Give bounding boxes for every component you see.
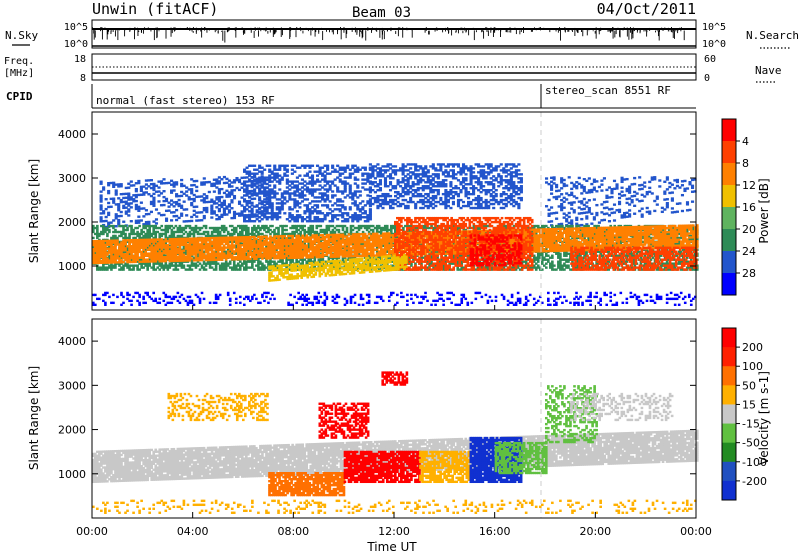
velocity-ytick-label: 2000 (58, 424, 86, 437)
nave-tick-top: 60 (704, 54, 716, 65)
count-tick-top-right: 10^5 (702, 22, 726, 33)
count-tick-top-left: 10^5 (64, 22, 88, 33)
power-heatmap (92, 163, 699, 306)
count-tick-bottom-left: 10^0 (64, 39, 88, 50)
freq-label: Freq. (4, 56, 34, 67)
nsearch-label: N.Search (746, 29, 799, 42)
velocity-panel: 1000 2000 3000 4000 00:00 04:00 08:00 12:00 16:… (27, 305, 771, 554)
station-title: Unwin (fitACF) (92, 0, 218, 18)
power-colorbar-tick: 16 (742, 201, 756, 214)
velocity-colorbar-tick: -15 (742, 418, 760, 431)
power-colorbar-swatch (722, 185, 736, 208)
power-colorbar-tick: 28 (742, 267, 756, 280)
velocity-colorbar-swatch (722, 328, 736, 348)
cpid-panel: CPID normal (fast stereo) 153 RF stereo_… (6, 84, 696, 109)
nave-tick-bottom: 0 (704, 73, 710, 84)
power-colorbar-swatch (722, 251, 736, 274)
velocity-colorbar-swatch (722, 442, 736, 463)
power-colorbar-label: Power [dB] (757, 178, 771, 243)
velocity-colorbar-swatch (722, 480, 736, 501)
power-colorbar-swatch (722, 119, 736, 142)
nsky-label: N.Sky (5, 29, 38, 42)
velocity-colorbar-swatch (722, 385, 736, 405)
velocity-y-ticks: 1000 2000 3000 4000 (58, 335, 696, 481)
velocity-colorbar-tick: -200 (742, 475, 767, 488)
velocity-xtick-label: 00:00 (76, 525, 108, 538)
velocity-colorbar: 200 100 50 15 -15 -50 -100 -200 (721, 327, 767, 501)
power-colorbar-tick: 20 (742, 223, 756, 236)
beam-title: Beam 03 (352, 5, 411, 21)
power-colorbar-swatch (722, 273, 736, 296)
velocity-heatmap (92, 371, 699, 514)
power-y-ticks: 1000 2000 3000 4000 (58, 128, 696, 273)
cpid-mode-stereo: stereo_scan 8551 RF (545, 84, 671, 97)
velocity-ytick-label: 1000 (58, 468, 86, 481)
power-ytick-label: 3000 (58, 172, 86, 185)
power-ylabel: Slant Range [km] (27, 159, 41, 263)
power-panel: 1000 2000 3000 4000 Slant Range [km] 4 8 12 16… (27, 111, 771, 311)
velocity-xtick-label: 12:00 (378, 525, 410, 538)
velocity-xtick-label: 20:00 (579, 525, 611, 538)
power-ytick-label: 1000 (58, 260, 86, 273)
power-colorbar-swatch (722, 163, 736, 186)
nsky-trace (91, 27, 696, 47)
velocity-ytick-label: 3000 (58, 379, 86, 392)
velocity-colorbar-swatch (722, 404, 736, 425)
cpid-mode-normal: normal (fast stereo) 153 RF (96, 94, 275, 107)
power-colorbar-tick: 24 (742, 245, 756, 258)
freq-panel: Freq. [MHz] 18 8 60 0 Nave (4, 53, 782, 84)
power-colorbar-tick: 8 (742, 157, 749, 170)
freq-unit: [MHz] (4, 68, 34, 79)
freq-tick-bottom: 8 (80, 73, 86, 84)
velocity-colorbar-swatch (722, 461, 736, 482)
velocity-colorbar-label: Velocity [m s-1] (757, 371, 771, 465)
velocity-xtick-label: 04:00 (177, 525, 209, 538)
velocity-xtick-label: 16:00 (479, 525, 511, 538)
velocity-colorbar-swatch (722, 423, 736, 444)
velocity-colorbar-tick: -50 (742, 437, 760, 450)
velocity-colorbar-swatch (722, 347, 736, 367)
velocity-colorbar-tick: 100 (742, 360, 763, 373)
date-title: 04/Oct/2011 (597, 0, 696, 18)
velocity-x-ticks: 00:00 04:00 08:00 12:00 16:00 20:00 00:00 (76, 305, 712, 538)
count-tick-bottom-right: 10^0 (702, 39, 726, 50)
power-colorbar-swatch (722, 229, 736, 252)
nave-label: Nave (755, 64, 782, 77)
velocity-colorbar-tick: 200 (742, 341, 763, 354)
velocity-xtick-label: 00:00 (680, 525, 712, 538)
power-colorbar-tick: 4 (742, 135, 749, 148)
power-colorbar: 4 8 12 16 20 24 28 (721, 118, 756, 296)
power-colorbar-swatch (722, 141, 736, 164)
power-colorbar-swatch (722, 207, 736, 230)
cpid-label: CPID (6, 90, 33, 103)
velocity-colorbar-swatch (722, 366, 736, 386)
freq-tick-top: 18 (74, 54, 86, 65)
velocity-ytick-label: 4000 (58, 335, 86, 348)
velocity-colorbar-tick: -100 (742, 456, 767, 469)
velocity-ylabel: Slant Range [km] (27, 366, 41, 470)
power-ytick-label: 2000 (58, 216, 86, 229)
power-ytick-label: 4000 (58, 128, 86, 141)
velocity-xlabel: Time UT (366, 540, 417, 554)
velocity-xtick-label: 08:00 (277, 525, 309, 538)
power-colorbar-tick: 12 (742, 179, 756, 192)
velocity-colorbar-tick: 50 (742, 379, 756, 392)
count-panel: N.Sky N.Search 10^5 10^0 10^5 10^0 (5, 19, 799, 50)
velocity-colorbar-tick: 15 (742, 398, 756, 411)
